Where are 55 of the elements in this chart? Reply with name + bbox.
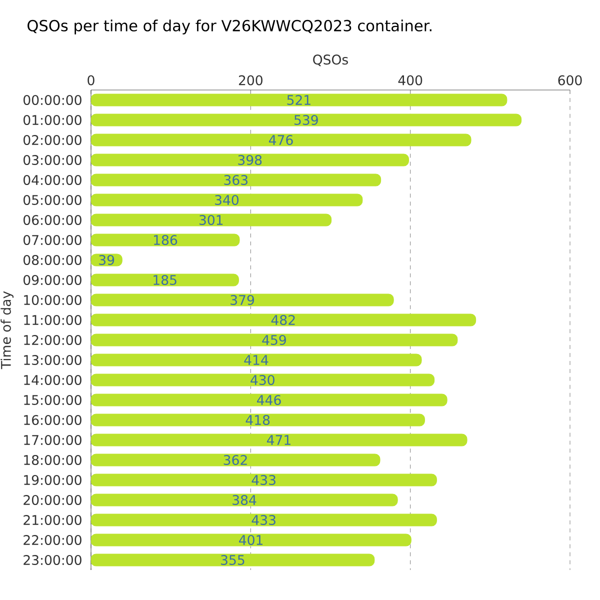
data-label: 363 (224, 174, 248, 186)
data-label: 379 (230, 294, 254, 306)
data-label: 539 (294, 114, 318, 126)
y-tick-label: 11:00:00 (24, 314, 82, 326)
chart-title: QSOs per time of day for V26KWWCQ2023 container. (28, 20, 432, 34)
y-tick-label: 17:00:00 (24, 434, 82, 446)
data-label: 433 (252, 474, 276, 486)
data-label: 398 (238, 154, 262, 166)
y-tick-label: 03:00:00 (24, 154, 82, 166)
data-label: 459 (262, 334, 286, 346)
data-label: 418 (246, 414, 270, 426)
y-tick-label: 19:00:00 (24, 474, 82, 486)
y-tick-label: 12:00:00 (24, 334, 82, 346)
y-tick-label: 13:00:00 (24, 354, 82, 366)
y-tick-label: 05:00:00 (24, 194, 82, 206)
data-label: 476 (268, 134, 293, 146)
data-label: 430 (250, 374, 274, 386)
y-tick-label: 06:00:00 (24, 214, 82, 226)
x-axis-title: QSOs (313, 54, 348, 66)
y-tick-label: 01:00:00 (24, 114, 82, 126)
data-label: 185 (154, 274, 176, 286)
data-label: 355 (221, 554, 244, 566)
y-tick-label: 04:00:00 (24, 174, 82, 186)
y-tick-label: 20:00:00 (24, 494, 82, 506)
y-tick-label: 10:00:00 (24, 294, 82, 306)
data-label: 414 (244, 355, 268, 365)
data-label: 301 (199, 214, 223, 226)
data-label: 482 (271, 314, 295, 326)
x-tick-label: 600 (558, 75, 582, 86)
data-label: 39 (99, 254, 114, 266)
y-tick-label: 09:00:00 (24, 274, 82, 286)
data-label: 471 (266, 435, 290, 445)
data-label: 340 (215, 194, 239, 206)
x-tick-label: 0 (88, 75, 94, 86)
data-label: 186 (154, 234, 178, 246)
data-label: 401 (239, 534, 263, 546)
y-tick-label: 08:00:00 (24, 254, 82, 266)
y-tick-label: 18:00:00 (24, 454, 82, 466)
y-tick-label: 00:00:00 (24, 94, 82, 106)
data-label: 433 (252, 514, 276, 526)
x-tick-label: 200 (238, 75, 262, 86)
y-tick-label: 16:00:00 (24, 414, 82, 426)
data-label: 521 (287, 94, 310, 106)
data-label: 446 (256, 394, 281, 406)
y-tick-label: 14:00:00 (24, 374, 82, 386)
y-axis-title: Time of day (0, 291, 14, 370)
y-tick-label: 23:00:00 (24, 554, 82, 566)
y-tick-label: 07:00:00 (24, 234, 82, 246)
y-tick-label: 22:00:00 (24, 534, 82, 546)
x-tick-label: 400 (398, 75, 422, 86)
y-tick-label: 15:00:00 (24, 394, 82, 406)
y-tick-label: 02:00:00 (24, 134, 82, 146)
data-label: 384 (232, 494, 256, 506)
y-tick-label: 21:00:00 (24, 514, 82, 526)
data-label: 362 (224, 454, 247, 466)
